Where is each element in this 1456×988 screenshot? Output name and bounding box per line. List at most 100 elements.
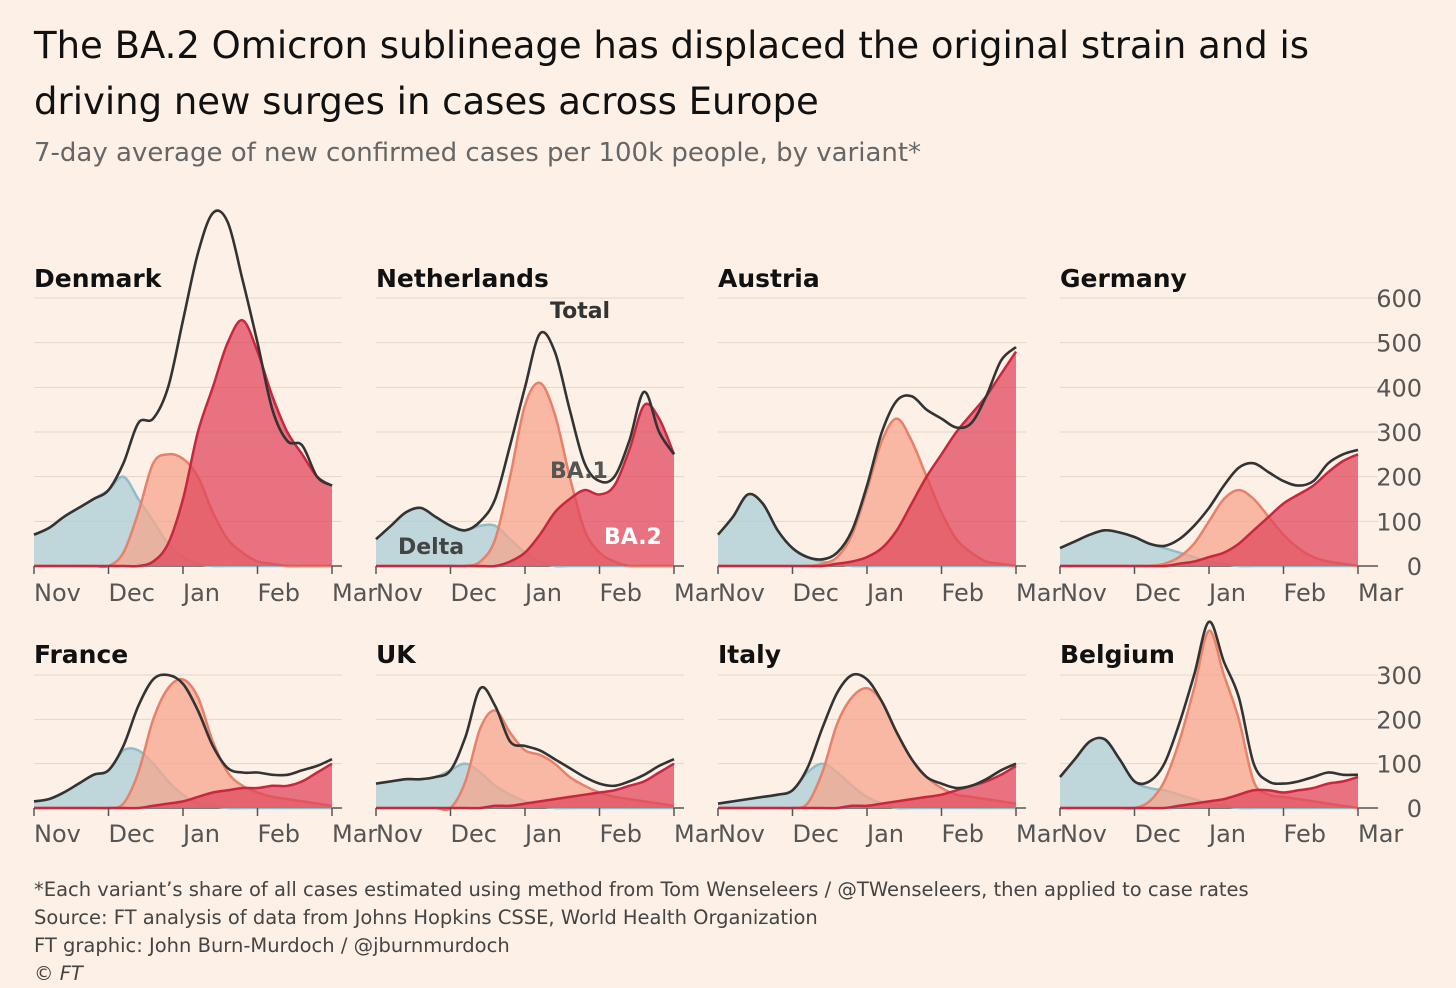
x-tick-label: Nov: [34, 579, 81, 607]
ba2-area: [1060, 777, 1358, 809]
x-tick-label: Mar: [674, 579, 719, 607]
x-tick-label: Jan: [1207, 579, 1246, 607]
country-label: Italy: [718, 640, 781, 669]
x-tick-label: Nov: [34, 820, 81, 848]
credit-line: FT graphic: John Burn-Murdoch / @jburnmu…: [34, 934, 510, 957]
x-tick-label: Nov: [376, 579, 423, 607]
x-tick-label: Feb: [942, 820, 985, 848]
x-tick-label: Jan: [523, 579, 562, 607]
ba2-area: [718, 765, 1016, 809]
total-line: [1059, 620, 1359, 786]
ba2-area: [376, 403, 674, 567]
panel-italy: Nov Dec Jan Feb Mar Italy: [717, 640, 1061, 848]
y-tick-label: 100: [1376, 508, 1422, 536]
x-tick-label: Mar: [1016, 820, 1061, 848]
y-tick-label: 300: [1376, 662, 1422, 690]
y-tick-label: 300: [1376, 419, 1422, 447]
x-tick-label: Dec: [451, 579, 497, 607]
x-tick-label: Nov: [1060, 820, 1107, 848]
x-tick-label: Nov: [1060, 579, 1107, 607]
annotation-delta: Delta: [398, 535, 464, 560]
x-tick-label: Mar: [1358, 579, 1403, 607]
y-tick-label: 600: [1376, 285, 1422, 313]
y-tick-label: 500: [1376, 330, 1422, 358]
x-tick-label: Nov: [376, 820, 423, 848]
total-line: [1059, 448, 1359, 550]
x-tick-label: Feb: [942, 579, 985, 607]
x-tick-label: Nov: [718, 820, 765, 848]
annotation-ba1: BA.1: [550, 459, 608, 484]
ba2-area: [1060, 454, 1358, 567]
panel-austria: Nov Dec Jan Feb Mar Austria: [717, 264, 1061, 607]
y-tick-label: 0: [1407, 795, 1422, 823]
x-tick-label: Dec: [109, 820, 155, 848]
y-tick-label: 400: [1376, 374, 1422, 402]
panel-france: Nov Dec Jan Feb Mar France: [33, 640, 377, 848]
delta-area: [376, 763, 674, 809]
total-line: [33, 673, 333, 803]
ba2-line: [33, 319, 333, 568]
delta-area: [34, 748, 332, 809]
x-tick-label: Mar: [674, 820, 719, 848]
country-label: UK: [376, 640, 417, 669]
delta-area: [376, 507, 674, 567]
ba1-area: [376, 710, 674, 810]
x-tick-label: Feb: [1284, 579, 1327, 607]
ba1-area: [1060, 630, 1358, 809]
x-tick-label: Dec: [109, 579, 155, 607]
x-tick-label: Nov: [718, 579, 765, 607]
annotation-total: Total: [550, 299, 610, 324]
ba2-area: [718, 351, 1016, 567]
total-line: [375, 330, 676, 541]
delta-area: [718, 763, 1016, 809]
panel-germany: Nov Dec Jan Feb Mar Germany: [1059, 264, 1403, 607]
x-tick-label: Jan: [865, 579, 904, 607]
x-tick-label: Feb: [600, 820, 643, 848]
ba2-area: [376, 763, 674, 809]
x-tick-label: Mar: [332, 579, 377, 607]
ba2-line: [375, 762, 675, 810]
delta-area: [34, 476, 332, 567]
delta-area: [1060, 530, 1358, 567]
ba2-line: [33, 762, 333, 810]
panel-belgium: Nov Dec Jan Feb Mar Belgium: [1059, 620, 1403, 848]
ba2-line: [717, 350, 1018, 568]
x-tick-label: Mar: [1016, 579, 1061, 607]
x-tick-label: Feb: [258, 579, 301, 607]
x-tick-label: Dec: [1135, 820, 1181, 848]
x-tick-label: Dec: [793, 579, 839, 607]
ba1-area: [376, 382, 674, 567]
chart-title: The BA.2 Omicron sublineage has displace…: [34, 24, 1310, 123]
x-tick-label: Feb: [1284, 820, 1327, 848]
source-line: Source: FT analysis of data from Johns H…: [34, 906, 818, 929]
ba2-line: [375, 402, 676, 568]
panel-denmark: Nov Dec Jan Feb Mar Denmark: [33, 209, 377, 607]
country-label: France: [34, 640, 128, 669]
x-tick-label: Jan: [181, 579, 220, 607]
y-tick-label: 100: [1376, 751, 1422, 779]
x-tick-label: Dec: [451, 820, 497, 848]
ba2-area: [34, 320, 332, 567]
delta-area: [1060, 737, 1358, 809]
x-tick-label: Mar: [332, 820, 377, 848]
x-tick-label: Feb: [600, 579, 643, 607]
chart-footer: *Each variant’s share of all cases estim…: [34, 876, 1249, 988]
total-line: [375, 685, 675, 788]
country-label: Austria: [718, 264, 820, 293]
x-tick-label: Feb: [258, 820, 301, 848]
x-tick-label: Jan: [865, 820, 904, 848]
x-tick-label: Mar: [1358, 820, 1403, 848]
footnote: *Each variant’s share of all cases estim…: [34, 878, 1249, 901]
panel-uk: Nov Dec Jan Feb Mar UK: [375, 640, 719, 848]
x-tick-label: Dec: [793, 820, 839, 848]
ba1-area: [718, 688, 1016, 809]
total-line: [33, 209, 333, 536]
ba1-area: [34, 679, 332, 809]
x-tick-label: Jan: [181, 820, 220, 848]
y-tick-label: 200: [1376, 464, 1422, 492]
annotation-ba2: BA.2: [604, 525, 662, 550]
x-tick-label: Jan: [523, 820, 562, 848]
x-tick-label: Jan: [1207, 820, 1246, 848]
